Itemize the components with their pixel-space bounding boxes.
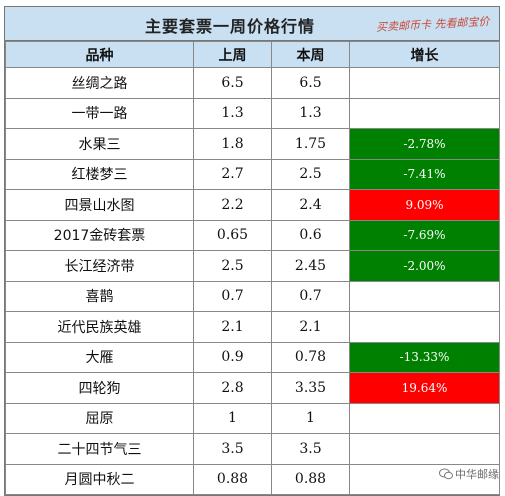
cell-last-week: 1 bbox=[193, 402, 272, 434]
wechat-icon bbox=[439, 468, 453, 480]
cell-growth: 19.64% bbox=[349, 372, 500, 404]
table-row: 近代民族英雄 2.1 2.1 bbox=[5, 311, 500, 343]
cell-this-week: 1 bbox=[271, 402, 350, 434]
column-header-variety: 品种 bbox=[5, 41, 194, 68]
table-row: 长江经济带 2.5 2.45 -2.00% bbox=[5, 250, 500, 282]
table-row: 四轮狗 2.8 3.35 19.64% bbox=[5, 372, 500, 404]
watermark-account: 中华邮缘 bbox=[439, 466, 499, 482]
cell-variety: 喜鹊 bbox=[5, 280, 194, 312]
cell-this-week: 2.4 bbox=[271, 189, 350, 221]
cell-growth bbox=[349, 67, 500, 99]
cell-variety: 近代民族英雄 bbox=[5, 311, 194, 343]
title-bar: 主要套票一周价格行情 买卖邮币卡 先看邮宝价 bbox=[5, 7, 499, 41]
table-row: 一带一路 1.3 1.3 bbox=[5, 97, 500, 129]
cell-last-week: 2.7 bbox=[193, 158, 272, 190]
cell-variety: 丝绸之路 bbox=[5, 67, 194, 99]
cell-variety: 2017金砖套票 bbox=[5, 219, 194, 251]
cell-last-week: 2.1 bbox=[193, 311, 272, 343]
watermark-slogan: 买卖邮币卡 先看邮宝价 bbox=[375, 15, 490, 34]
cell-last-week: 0.9 bbox=[193, 341, 272, 373]
cell-growth bbox=[349, 97, 500, 129]
table-body: 丝绸之路 6.5 6.5 一带一路 1.3 1.3 水果三 1.8 1.75 -2.78% 红楼梦三… bbox=[5, 67, 500, 495]
cell-variety: 水果三 bbox=[5, 128, 194, 160]
table-header-row: 品种 上周 本周 增长 bbox=[5, 41, 500, 68]
table-row: 水果三 1.8 1.75 -2.78% bbox=[5, 128, 500, 160]
table-row: 喜鹊 0.7 0.7 bbox=[5, 280, 500, 312]
table-row: 红楼梦三 2.7 2.5 -7.41% bbox=[5, 158, 500, 190]
cell-this-week: 2.5 bbox=[271, 158, 350, 190]
table-row: 二十四节气三 3.5 3.5 bbox=[5, 433, 500, 465]
cell-this-week: 1.75 bbox=[271, 128, 350, 160]
cell-variety: 一带一路 bbox=[5, 97, 194, 129]
cell-growth: -7.69% bbox=[349, 219, 500, 251]
cell-variety: 二十四节气三 bbox=[5, 433, 194, 465]
cell-growth: -13.33% bbox=[349, 341, 500, 373]
table-row: 四景山水图 2.2 2.4 9.09% bbox=[5, 189, 500, 221]
table-row: 丝绸之路 6.5 6.5 bbox=[5, 67, 500, 99]
cell-growth: 9.09% bbox=[349, 189, 500, 221]
cell-variety: 长江经济带 bbox=[5, 250, 194, 282]
cell-last-week: 6.5 bbox=[193, 67, 272, 99]
column-header-this-week: 本周 bbox=[271, 41, 350, 68]
cell-variety: 屈原 bbox=[5, 402, 194, 434]
cell-this-week: 3.5 bbox=[271, 433, 350, 465]
cell-last-week: 2.8 bbox=[193, 372, 272, 404]
cell-this-week: 2.1 bbox=[271, 311, 350, 343]
table-row: 屈原 1 1 bbox=[5, 402, 500, 434]
column-header-growth: 增长 bbox=[349, 41, 500, 68]
cell-last-week: 3.5 bbox=[193, 433, 272, 465]
cell-this-week: 1.3 bbox=[271, 97, 350, 129]
cell-this-week: 3.35 bbox=[271, 372, 350, 404]
cell-growth: -7.41% bbox=[349, 158, 500, 190]
cell-this-week: 6.5 bbox=[271, 67, 350, 99]
cell-last-week: 1.3 bbox=[193, 97, 272, 129]
price-table-sheet: 主要套票一周价格行情 买卖邮币卡 先看邮宝价 品种 上周 本周 增长 丝绸之路 6… bbox=[4, 6, 500, 496]
cell-this-week: 0.6 bbox=[271, 219, 350, 251]
cell-growth: -2.00% bbox=[349, 250, 500, 282]
cell-this-week: 0.7 bbox=[271, 280, 350, 312]
cell-this-week: 2.45 bbox=[271, 250, 350, 282]
watermark-account-name: 中华邮缘 bbox=[455, 468, 499, 481]
column-header-last-week: 上周 bbox=[193, 41, 272, 68]
cell-last-week: 1.8 bbox=[193, 128, 272, 160]
cell-variety: 大雁 bbox=[5, 341, 194, 373]
cell-variety: 四轮狗 bbox=[5, 372, 194, 404]
cell-variety: 红楼梦三 bbox=[5, 158, 194, 190]
cell-last-week: 0.7 bbox=[193, 280, 272, 312]
table-row: 2017金砖套票 0.65 0.6 -7.69% bbox=[5, 219, 500, 251]
cell-last-week: 0.65 bbox=[193, 219, 272, 251]
cell-last-week: 2.2 bbox=[193, 189, 272, 221]
cell-growth bbox=[349, 280, 500, 312]
cell-growth: -2.78% bbox=[349, 128, 500, 160]
table-row: 大雁 0.9 0.78 -13.33% bbox=[5, 341, 500, 373]
price-table: 品种 上周 本周 增长 丝绸之路 6.5 6.5 一带一路 1.3 1.3 水果三 1.8 1.… bbox=[5, 41, 500, 495]
cell-variety: 四景山水图 bbox=[5, 189, 194, 221]
cell-growth bbox=[349, 433, 500, 465]
cell-this-week: 0.78 bbox=[271, 341, 350, 373]
page-title: 主要套票一周价格行情 bbox=[145, 17, 316, 36]
cell-growth bbox=[349, 402, 500, 434]
cell-last-week: 2.5 bbox=[193, 250, 272, 282]
cell-growth bbox=[349, 311, 500, 343]
